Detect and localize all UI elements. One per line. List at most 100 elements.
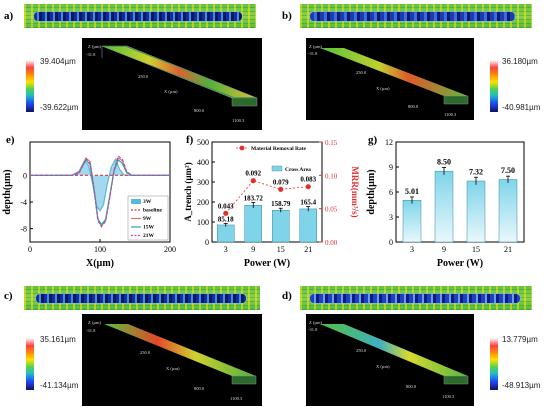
3d-axis-z-c: Z (µm) xyxy=(88,320,101,325)
colorbar-min-b: -40.981µm xyxy=(502,103,541,112)
y-tick-label-g: 0 xyxy=(389,238,393,247)
y-tick-label-g: 3 xyxy=(389,213,393,222)
legend-label-15W: 15W xyxy=(143,225,155,231)
surface-strip-c xyxy=(24,286,260,310)
mrr-value-label-f: 0.043 xyxy=(218,202,234,210)
surface-strip-d xyxy=(300,286,532,310)
y-axis-label-f: A_trench (µm²) xyxy=(183,162,193,221)
mrr-point-f xyxy=(305,184,311,190)
3d-axis-z-d: Z (µm) xyxy=(309,320,322,325)
legend-label-21W: 21W xyxy=(143,233,155,239)
bar-g xyxy=(434,170,454,243)
3d-axis-x-a: X (µm) xyxy=(164,89,178,94)
x-tick-label-f: 3 xyxy=(224,245,228,254)
x-tick-label-g: 3 xyxy=(410,245,414,254)
y-tick-label-e: -8 xyxy=(20,225,27,234)
colorbar-min-d: -48.913µm xyxy=(502,381,541,390)
legend-label-bars: Cross Area xyxy=(285,167,311,173)
3d-tick-y-b: 800.0 xyxy=(408,104,419,109)
surface-strip-a xyxy=(24,4,256,28)
colorbar-c xyxy=(26,338,34,390)
3d-axis-x-c: X (µm) xyxy=(166,366,180,371)
3d-view-c: Z (µm) -31.8 250.0 X (µm) 800.0 1100.3 xyxy=(82,314,262,406)
legend-swatch-bars xyxy=(271,165,283,172)
y-axis-label-e: depth(µm) xyxy=(2,169,13,214)
bar-g xyxy=(466,180,486,243)
chart-g: 0 3 6 9 12 3 9 15 21 Power (W) depth(µm) 5.01 8.50 7.… xyxy=(366,138,525,269)
3d-tick-x-c: 250.0 xyxy=(140,350,151,355)
panel-label-e: e) xyxy=(6,134,15,146)
legend-label-mrr: Material Removal Rate xyxy=(251,146,307,152)
panel-label-d: d) xyxy=(282,290,292,302)
3d-axis-x-b: X (µm) xyxy=(376,86,390,91)
3d-tick-end-d: 1100.3 xyxy=(442,394,455,399)
legend-label-9W: 9W xyxy=(143,216,152,222)
bar-f xyxy=(299,208,317,243)
x-axis-label-e: X(µm) xyxy=(86,258,114,269)
x-tick-label-g: 21 xyxy=(504,245,512,254)
3d-tick-z-d: -31.8 xyxy=(308,327,318,332)
3d-tick-z-a: -31.8 xyxy=(86,52,96,57)
3d-tick-end-b: 1100.3 xyxy=(444,112,457,117)
x-tick-label-f: 9 xyxy=(251,245,255,254)
3d-tick-z-b: -31.8 xyxy=(308,51,318,56)
y2-tick-label-f: 0.10 xyxy=(325,172,338,180)
colorbar-max-a: 39.404µm xyxy=(40,57,76,66)
bar-g xyxy=(498,179,518,243)
chart-f: 0 100 200 300 400 500 0.00 0.05 0.10 0.15 3 9 15 21 Po… xyxy=(183,138,360,269)
bar-value-label-g: 7.50 xyxy=(501,166,515,175)
colorbar-min-a: -39.622µm xyxy=(40,103,79,112)
mrr-point-f xyxy=(250,178,256,184)
y-tick-label-g: 9 xyxy=(389,163,393,172)
3d-surface-c: Z (µm) -31.8 250.0 X (µm) 800.0 1100.3 xyxy=(86,320,257,401)
3d-view-a: Z (µm) -31.8 250.0 X (µm) 800.0 1100.3 xyxy=(82,38,262,130)
3d-tick-end-a: 1100.3 xyxy=(232,118,245,123)
mrr-value-label-f: 0.079 xyxy=(273,178,289,186)
y2-tick-label-f: 0.05 xyxy=(325,206,338,214)
colorbar-max-d: 13.779µm xyxy=(502,335,538,344)
3d-axis-z-b: Z (µm) xyxy=(309,44,322,49)
x-tick-label-f: 15 xyxy=(277,245,285,254)
y-tick-label-g: 6 xyxy=(389,188,393,197)
legend-label-baseline: baseline xyxy=(143,208,163,214)
series-line-21W xyxy=(30,154,170,228)
3d-tick-x-b: 250.0 xyxy=(356,70,367,75)
3d-tick-x-a: 250.0 xyxy=(138,74,149,79)
colorbar-max-c: 35.161µm xyxy=(40,335,76,344)
surface-strip-b xyxy=(300,4,532,28)
y2-axis-label-f: MRR(mm³/s) xyxy=(350,166,360,217)
legend-label-3W: 3W xyxy=(143,199,152,205)
x-tick-label-e: 0 xyxy=(28,245,32,254)
y-tick-label-e: 0 xyxy=(23,171,27,180)
bar-f xyxy=(217,224,235,243)
series-fill-3W xyxy=(30,159,170,211)
3d-view-b: Z (µm) -31.8 250.0 X (µm) 800.0 1100.3 xyxy=(306,38,474,120)
3d-tick-end-c: 1100.3 xyxy=(230,396,243,401)
colorbar-a xyxy=(26,60,34,112)
panel-label-c: c) xyxy=(4,290,13,302)
x-tick-label-e: 100 xyxy=(94,245,106,254)
mrr-line-f xyxy=(225,180,309,214)
colorbar-min-c: -41.134µm xyxy=(40,381,79,390)
3d-tick-x-d: 250.0 xyxy=(356,348,367,353)
y-axis-label-g: depth(µm) xyxy=(366,169,377,214)
bar-value-label-f: 158.79 xyxy=(271,200,291,208)
y-tick-label-f: 200 xyxy=(197,198,209,207)
3d-tick-y-c: 800.0 xyxy=(194,386,205,391)
bar-f xyxy=(244,205,262,243)
panel-label-g: g) xyxy=(368,134,378,146)
3d-surface-a: Z (µm) -31.8 250.0 X (µm) 800.0 1100.3 xyxy=(86,44,258,123)
y-tick-label-e: -4 xyxy=(20,198,27,207)
x-axis-label-f: Power (W) xyxy=(244,258,290,269)
x-tick-label-e: 200 xyxy=(164,245,176,254)
bar-value-label-g: 7.32 xyxy=(469,167,483,176)
colorbar-b xyxy=(490,60,498,112)
bar-value-label-f: 85.18 xyxy=(218,215,234,223)
panel-label-a: a) xyxy=(4,10,14,22)
y-tick-label-f: 500 xyxy=(197,138,209,147)
colorbar-max-b: 36.180µm xyxy=(502,57,538,66)
mrr-point-f xyxy=(278,186,284,192)
y-tick-label-f: 300 xyxy=(197,178,209,187)
3d-surface-b: Z (µm) -31.8 250.0 X (µm) 800.0 1100.3 xyxy=(308,44,469,117)
panel-label-f: f) xyxy=(186,134,194,146)
